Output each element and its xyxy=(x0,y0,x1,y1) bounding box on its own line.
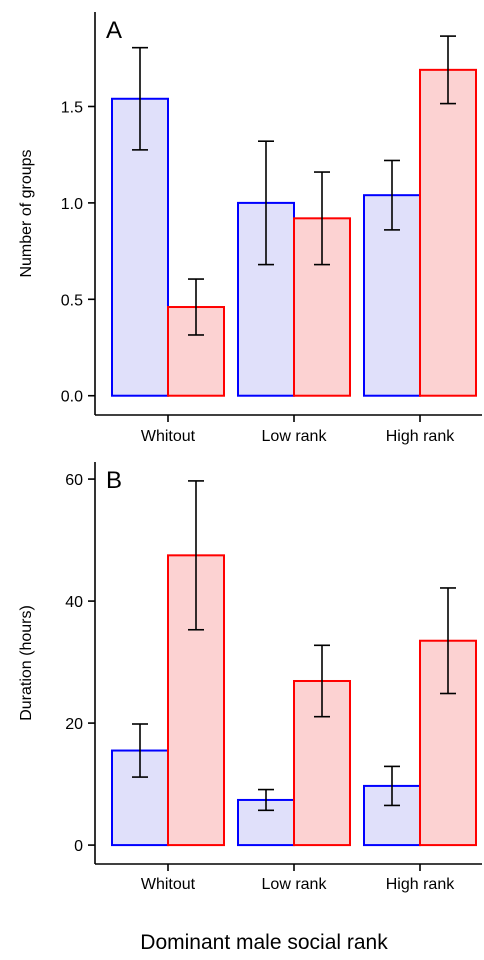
y-tick-label: 0.5 xyxy=(61,292,83,309)
x-tick-label: Low rank xyxy=(262,428,328,445)
y-tick-label: 0.0 xyxy=(61,389,83,406)
x-axis-label: Dominant male social rank xyxy=(140,931,388,954)
x-tick-label: Whitout xyxy=(141,876,196,893)
y-tick-label: 40 xyxy=(65,594,83,611)
panel-label: B xyxy=(106,467,122,494)
error-bar xyxy=(132,46,148,151)
bar xyxy=(419,68,477,397)
x-tick-label: High rank xyxy=(386,876,455,893)
panel-label: A xyxy=(106,17,122,44)
error-bar xyxy=(384,765,400,807)
error-bar xyxy=(132,723,148,778)
y-tick-label: 1.0 xyxy=(61,196,83,213)
y-axis-label: Number of groups xyxy=(18,149,35,277)
error-bar xyxy=(258,788,274,812)
y-axis-label: Duration (hours) xyxy=(18,605,35,721)
y-tick-label: 20 xyxy=(65,716,83,733)
error-bar xyxy=(440,587,456,695)
x-tick-label: High rank xyxy=(386,428,455,445)
x-tick-label: Whitout xyxy=(141,428,196,445)
error-bar xyxy=(188,480,204,631)
error-bar xyxy=(440,35,456,105)
y-tick-label: 60 xyxy=(65,472,83,489)
error-bar xyxy=(314,644,330,718)
y-tick-label: 1.5 xyxy=(61,99,83,116)
x-tick-label: Low rank xyxy=(262,876,328,893)
error-bar xyxy=(384,159,400,231)
y-tick-label: 0 xyxy=(74,838,83,855)
error-bar xyxy=(314,171,330,266)
error-bar xyxy=(188,278,204,336)
error-bar xyxy=(258,140,274,266)
